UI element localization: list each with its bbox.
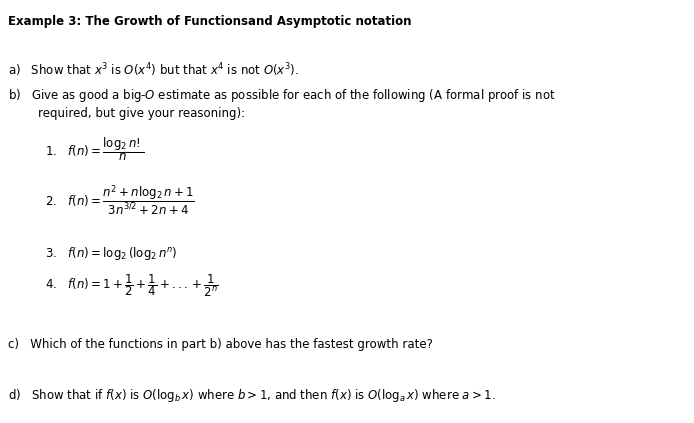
Text: 2.   $f(n) = \dfrac{n^2 + n\log_2 n + 1}{3n^{3/2} + 2n + 4}$: 2. $f(n) = \dfrac{n^2 + n\log_2 n + 1}{3… bbox=[45, 184, 195, 219]
Text: Example 3: The Growth of Functionsand Asymptotic notation: Example 3: The Growth of Functionsand As… bbox=[8, 15, 412, 28]
Text: b)   Give as good a big-$O$ estimate as possible for each of the following (A fo: b) Give as good a big-$O$ estimate as po… bbox=[8, 87, 556, 104]
Text: required, but give your reasoning):: required, but give your reasoning): bbox=[38, 107, 245, 120]
Text: d)   Show that if $f(x)$ is $O(\log_b x)$ where $b > 1$, and then $f(x)$ is $O(\: d) Show that if $f(x)$ is $O(\log_b x)$ … bbox=[8, 387, 496, 404]
Text: a)   Show that $x^3$ is $O(x^4)$ but that $x^4$ is not $O(x^3)$.: a) Show that $x^3$ is $O(x^4)$ but that … bbox=[8, 61, 299, 79]
Text: c)   Which of the functions in part b) above has the fastest growth rate?: c) Which of the functions in part b) abo… bbox=[8, 338, 433, 352]
Text: 1.   $f(n) = \dfrac{\log_2 n!}{n}$: 1. $f(n) = \dfrac{\log_2 n!}{n}$ bbox=[45, 135, 144, 163]
Text: 4.   $f(n) = 1 + \dfrac{1}{2} + \dfrac{1}{4} + ...+ \dfrac{1}{2^n}$: 4. $f(n) = 1 + \dfrac{1}{2} + \dfrac{1}{… bbox=[45, 273, 219, 299]
Text: 3.   $f(n) = \log_2(\log_2 n^n)$: 3. $f(n) = \log_2(\log_2 n^n)$ bbox=[45, 245, 178, 262]
